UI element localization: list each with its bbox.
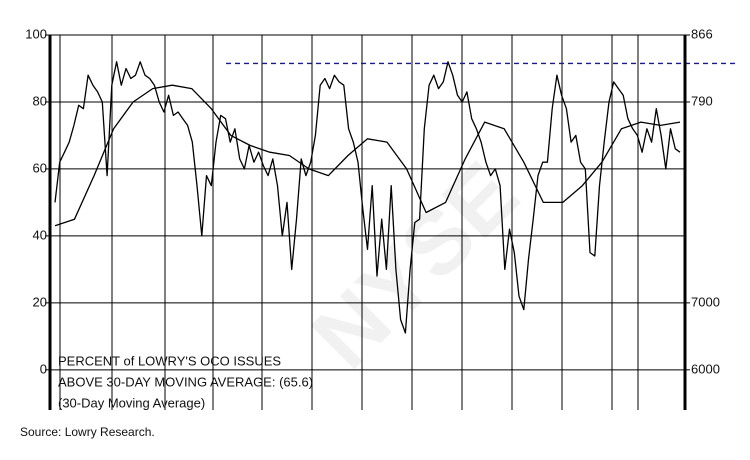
annotation: ABOVE 30-DAY MOVING AVERAGE: (65.6) [58, 374, 313, 389]
data-line [54, 84, 681, 227]
y-tick-label: 80 [33, 93, 47, 108]
data-line [54, 61, 681, 334]
annotation-box [56, 352, 356, 414]
right-axis-label: 866 [691, 26, 713, 41]
y-tick-label: 0 [40, 361, 47, 376]
annotation: PERCENT of LOWRY'S OCO ISSUES [58, 353, 281, 368]
right-axis-label: 790 [691, 93, 713, 108]
y-tick-label: 100 [25, 26, 47, 41]
y-tick-label: 40 [33, 227, 47, 242]
watermark: NYSE [294, 144, 538, 388]
right-axis-label: 7000 [691, 294, 720, 309]
right-axis-label: 6000 [691, 361, 720, 376]
y-tick-label: 20 [33, 294, 47, 309]
y-tick-label: 60 [33, 160, 47, 175]
source: Source: Lowry Research. [20, 425, 155, 439]
annotation: (30-Day Moving Average) [58, 395, 205, 410]
